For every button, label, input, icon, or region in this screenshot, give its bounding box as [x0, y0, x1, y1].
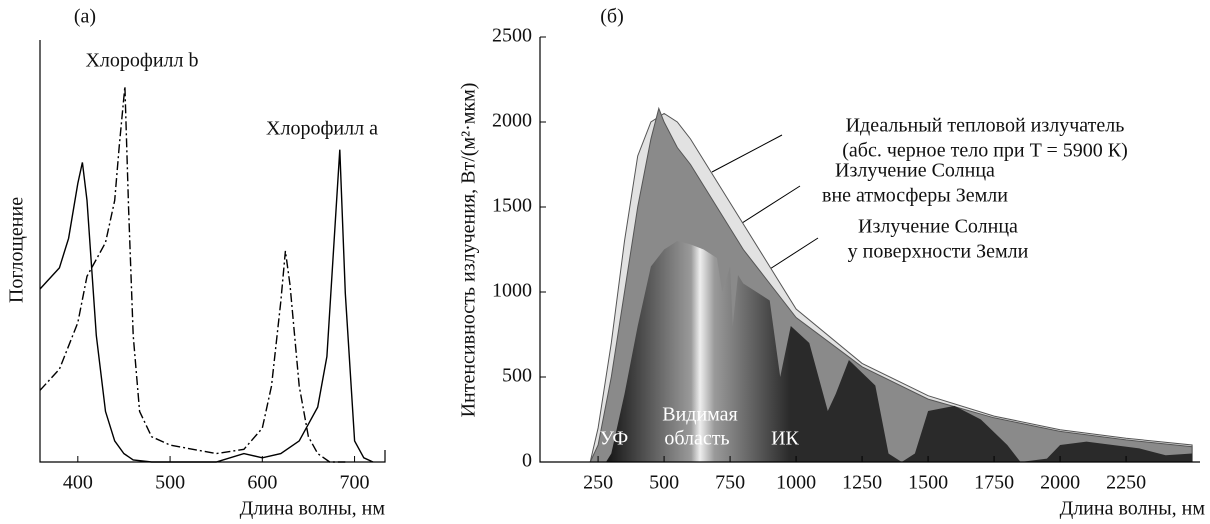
annotation: ИК — [771, 428, 799, 450]
y-axis-label: Поглощение — [6, 197, 28, 303]
x-tick-label: 250 — [583, 472, 613, 494]
y-tick-label: 500 — [502, 365, 532, 387]
y-axis-label: Интенсивность излучения, Вт/(м²·мкм) — [458, 83, 480, 418]
x-axis-label: Длина волны, нм — [240, 498, 386, 520]
x-tick-label: 500 — [155, 472, 185, 494]
x-tick-label: 1750 — [974, 472, 1014, 494]
x-axis-label: Длина волны, нм — [1060, 498, 1206, 520]
annotation: область — [664, 428, 729, 450]
y-tick-label: 1500 — [492, 195, 532, 217]
series-label: Хлорофилл b — [85, 50, 198, 72]
x-tick-label: 400 — [63, 472, 93, 494]
axes — [539, 37, 1200, 463]
x-tick-label: 1250 — [842, 472, 882, 494]
x-tick-label: 600 — [247, 472, 277, 494]
annotation: Видимая — [662, 404, 738, 426]
y-tick-label: 2500 — [492, 25, 532, 47]
x-tick-label: 500 — [649, 472, 679, 494]
series-label: у поверхности Земли — [848, 241, 1029, 263]
series-label: Идеальный тепловой излучатель — [846, 115, 1125, 137]
panel-a: (а) Длина волны, нм Поглощение Хлорофилл… — [6, 6, 386, 520]
series-label: (абс. черное тело при T = 5900 К) — [842, 140, 1128, 162]
series-label: Хлорофилл a — [266, 118, 378, 140]
x-tick-label: 2000 — [1040, 472, 1080, 494]
x-tick-label: 1500 — [908, 472, 948, 494]
y-tick-label: 1000 — [492, 280, 532, 302]
area — [606, 241, 1193, 462]
series-label: Излучение Солнца — [835, 160, 995, 182]
panel-title: (а) — [74, 6, 96, 28]
line — [39, 86, 346, 463]
series-label: вне атмосферы Земли — [822, 185, 1008, 207]
panel-b: (б) Длина волны, нм Интенсивность излуче… — [458, 6, 1206, 520]
y-tick-label: 0 — [522, 450, 532, 472]
panel-title: (б) — [600, 6, 624, 28]
line — [39, 149, 374, 463]
annotation: УФ — [600, 428, 628, 450]
x-tick-label: 750 — [715, 472, 745, 494]
y-tick-label: 2000 — [492, 110, 532, 132]
x-tick-label: 1000 — [776, 472, 816, 494]
x-tick-label: 700 — [340, 472, 370, 494]
series-label: Излучение Солнца — [858, 216, 1018, 238]
x-tick-label: 2250 — [1106, 472, 1146, 494]
